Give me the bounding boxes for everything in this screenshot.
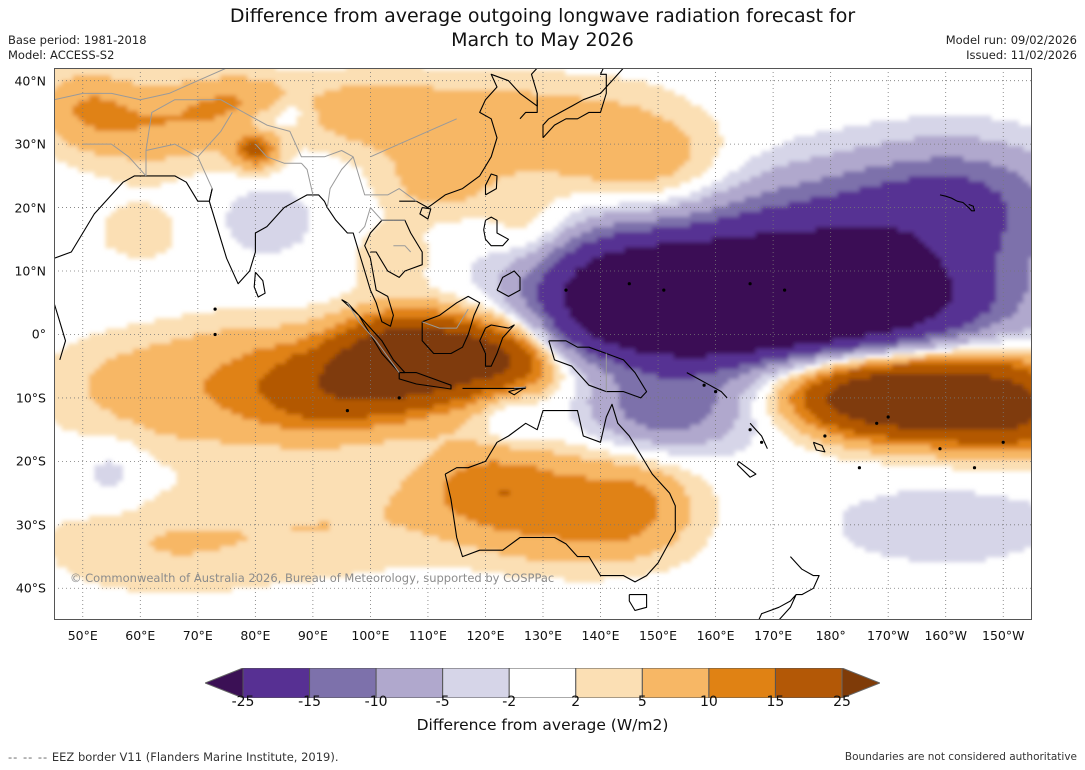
map-graticule: [54, 68, 1032, 620]
lat-tick-40N: 40°N: [14, 73, 46, 89]
colorbar-tick-7: 10: [699, 694, 718, 710]
issued-text: Issued: 11/02/2026: [966, 48, 1077, 62]
metadata-right: Model run: 09/02/2026 Issued: 11/02/2026: [946, 33, 1077, 63]
model-run-text: Model run: 09/02/2026: [945, 33, 1077, 47]
metadata-left: Base period: 1981-2018 Model: ACCESS-S2: [8, 33, 147, 63]
copyright-notice: © Commonwealth of Australia 2026, Bureau…: [70, 571, 555, 585]
lon-tick-60E: 60°E: [125, 628, 156, 643]
lat-tick-10N: 10°N: [14, 263, 46, 279]
lon-tick-130E: 130°E: [523, 628, 563, 643]
lon-tick-150W: 150°W: [982, 628, 1025, 643]
title-line-2: March to May 2026: [451, 29, 634, 51]
colorbar-tick-labels: -25 -15 -10 -5 -2 2 5 10 15 25: [205, 694, 880, 712]
lon-tick-120E: 120°E: [466, 628, 505, 643]
lon-tick-70E: 70°E: [182, 628, 213, 643]
boundary-disclaimer: Boundaries are not considered authoritat…: [844, 751, 1077, 763]
base-period-text: Base period: 1981-2018: [8, 33, 147, 47]
colorbar-tick-0: -25: [231, 694, 255, 710]
lat-tick-10S: 10°S: [15, 390, 46, 406]
lon-tick-110E: 110°E: [408, 628, 447, 643]
lon-tick-140E: 140°E: [581, 628, 620, 643]
lon-tick-150E: 150°E: [639, 628, 678, 643]
lat-tick-20S: 20°S: [15, 453, 46, 469]
country-borders: [54, 68, 607, 392]
colorbar[interactable]: [203, 667, 882, 699]
colorbar-tick-8: 15: [766, 694, 785, 710]
lat-tick-30S: 30°S: [15, 517, 46, 533]
colorbar-band-6: [641, 667, 710, 699]
lat-tick-20N: 20°N: [14, 200, 46, 216]
colorbar-tick-6: 5: [637, 694, 647, 710]
lat-tick-40S: 40°S: [15, 580, 46, 596]
colorbar-band-8: [774, 667, 843, 699]
colorbar-band-0: [242, 667, 311, 699]
coastlines: [54, 68, 976, 620]
colorbar-band-3: [442, 667, 510, 699]
lon-tick-100E: 100°E: [351, 628, 390, 643]
lon-tick-160E: 160°E: [696, 628, 735, 643]
colorbar-tick-5: 2: [571, 694, 581, 710]
island-markers: [213, 282, 1005, 470]
colorbar-tick-4: -2: [502, 694, 517, 710]
lon-tick-160W: 160°W: [924, 628, 967, 643]
colorbar-swatches: [203, 667, 882, 699]
colorbar-tick-9: 25: [833, 694, 851, 710]
colorbar-tick-1: -15: [298, 694, 321, 710]
anomaly-contour-fill: [54, 68, 1032, 593]
lon-tick-170E: 170°E: [754, 628, 793, 643]
lon-tick-180: 180°: [815, 628, 846, 643]
colorbar-axis-label: Difference from average (W/m2): [416, 716, 669, 734]
eez-legend-text: EEZ border V11 (Flanders Marine Institut…: [51, 750, 339, 764]
colorbar-band-2: [375, 667, 444, 699]
lon-tick-80E: 80°E: [240, 628, 271, 643]
colorbar-tick-3: -5: [435, 694, 450, 710]
lon-tick-50E: 50°E: [67, 628, 98, 643]
colorbar-band-4: [508, 667, 577, 699]
colorbar-tick-2: -10: [364, 694, 388, 710]
lat-tick-30N: 30°N: [14, 136, 46, 152]
lon-tick-90E: 90°E: [297, 628, 328, 643]
title-line-1: Difference from average outgoing longwav…: [229, 5, 856, 27]
map-plot-area[interactable]: [54, 68, 1032, 620]
eez-dash-icon: -- -- --: [8, 750, 49, 764]
map-contour-canvas: [54, 68, 1032, 620]
colorbar-high-extend-arrow: [841, 667, 882, 699]
model-text: Model: ACCESS-S2: [8, 48, 115, 62]
lon-tick-170W: 170°W: [866, 628, 910, 643]
lat-tick-0: 0°: [31, 326, 46, 342]
page-title: Difference from average outgoing longwav…: [0, 4, 1085, 52]
eez-legend: -- -- -- EEZ border V11 (Flanders Marine…: [8, 750, 339, 764]
